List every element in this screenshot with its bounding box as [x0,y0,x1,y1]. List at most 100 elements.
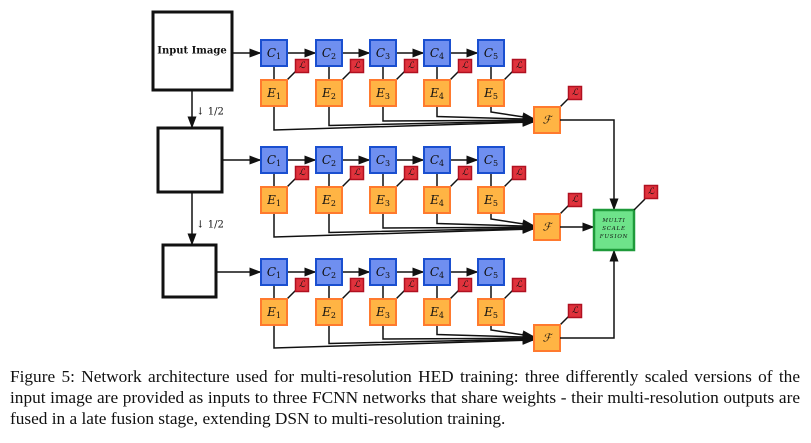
loss-label: ℒ [299,61,306,71]
side-output-label: E4 [429,305,444,320]
conv-block-2 [315,258,343,286]
side-output-block-5 [477,186,505,214]
loss-block [294,277,310,293]
side-output-block-1 [260,186,288,214]
conv-block-4 [423,39,451,67]
side-output-block-4 [423,298,451,326]
loss-label: ℒ [462,280,469,290]
loss-block [457,165,473,181]
fuse-label: ℱ [543,114,554,127]
side-to-fuse-line [382,213,535,232]
loss-block [294,58,310,74]
side-output-label: E2 [321,86,336,101]
loss-block [567,85,583,101]
side-output-block-5 [477,79,505,107]
conv-block-1 [260,39,288,67]
conv-label: C1 [267,46,281,61]
downscale-label: ↓ 1/2 [196,220,224,231]
conv-block-3 [369,39,397,67]
conv-block-4 [423,146,451,174]
fuse-label: ℱ [543,332,554,345]
side-output-block-4 [423,79,451,107]
side-to-fuse-line [436,325,535,342]
side-to-fuse-line [382,325,535,343]
side-to-fuse-line [490,325,535,340]
side-output-label: E3 [375,305,390,320]
loss-block [567,192,583,208]
side-output-label: E1 [266,305,281,320]
loss-label: ℒ [462,61,469,71]
loss-label: ℒ [516,280,523,290]
loss-connector [286,289,297,300]
side-output-label: E5 [483,305,498,320]
loss-connector [559,315,570,326]
conv-label: C1 [267,153,281,168]
loss-connector [286,177,297,188]
network-architecture-diagram: Input Image ↓ 1/2 ↓ 1/2 C1 E1 ℒ C2 E2 ℒ C3 E3 ℒ C4 E4… [151,10,659,352]
side-output-label: E1 [266,86,281,101]
side-output-label: E5 [483,86,498,101]
conv-label: C3 [376,153,390,168]
side-output-block-3 [369,79,397,107]
conv-block-4 [423,258,451,286]
loss-label: ℒ [408,280,415,290]
loss-label: ℒ [299,280,306,290]
side-output-label: E1 [266,193,281,208]
multi-scale-fusion-label: SCALE [602,226,626,232]
conv-label: C2 [322,46,336,61]
side-to-fuse-line [436,106,535,124]
conv-block-3 [369,146,397,174]
fuse-label: ℱ [543,221,554,234]
loss-block [567,303,583,319]
loss-label: ℒ [354,61,361,71]
loss-label: ℒ [462,168,469,178]
conv-label: C2 [322,153,336,168]
conv-block-5 [477,39,505,67]
loss-label: ℒ [572,88,579,98]
loss-connector [341,289,352,300]
side-output-label: E5 [483,193,498,208]
loss-label: ℒ [572,195,579,205]
loss-connector [449,177,460,188]
multi-scale-fusion-label: FUSION [599,234,629,240]
side-output-block-1 [260,79,288,107]
loss-connector [341,177,352,188]
side-output-block-2 [315,186,343,214]
side-output-block-2 [315,298,343,326]
loss-block [403,277,419,293]
conv-block-1 [260,146,288,174]
loss-label: ℒ [354,280,361,290]
loss-label: ℒ [648,187,655,197]
side-output-block-1 [260,298,288,326]
side-to-fuse-line [382,106,535,125]
loss-block [403,58,419,74]
conv-label: C4 [430,46,444,61]
conv-block-2 [315,39,343,67]
loss-block [511,58,527,74]
side-output-label: E2 [321,193,336,208]
conv-label: C4 [430,153,444,168]
loss-block [511,165,527,181]
side-output-label: E3 [375,193,390,208]
conv-block-5 [477,258,505,286]
loss-label: ℒ [516,168,523,178]
loss-connector [503,177,514,188]
fuse-to-fusion-arrow [560,249,619,339]
loss-connector [503,289,514,300]
side-to-fuse-line [328,106,535,127]
conv-label: C5 [484,265,498,280]
side-output-block-5 [477,298,505,326]
loss-block [457,277,473,293]
fuse-to-fusion-arrow [560,119,619,211]
loss-block [457,58,473,74]
loss-connector [633,198,646,211]
loss-connector [449,289,460,300]
side-to-fuse-line [273,325,535,349]
input-image-box [161,243,218,299]
conv-block-2 [315,146,343,174]
loss-connector [559,97,570,108]
loss-connector [503,70,514,81]
loss-block [403,165,419,181]
loss-connector [395,177,406,188]
side-to-fuse-line [490,213,535,229]
